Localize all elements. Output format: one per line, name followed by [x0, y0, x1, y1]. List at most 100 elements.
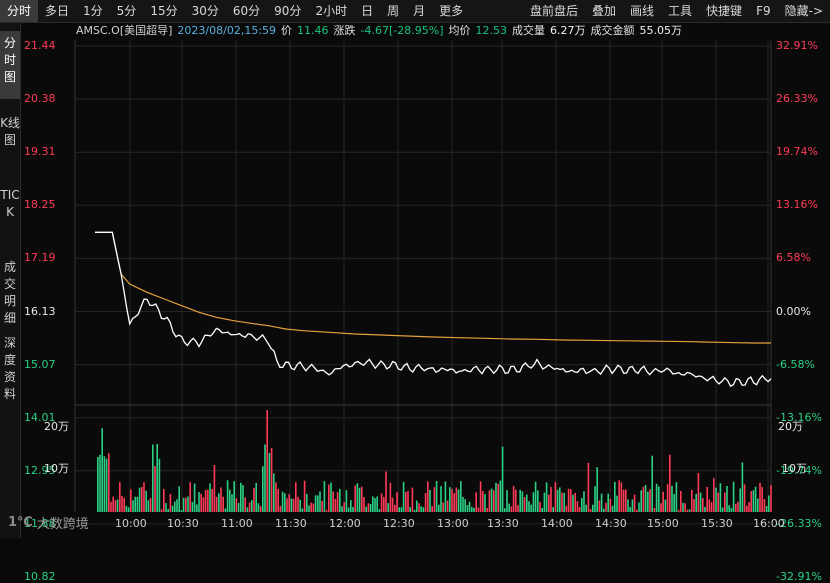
period-tab-10[interactable]: 周 [387, 4, 400, 18]
volume-bar [264, 444, 266, 512]
volume-bar [704, 506, 706, 512]
volume-bar [583, 491, 585, 512]
volume-bar [132, 500, 134, 512]
volume-bar [457, 489, 460, 512]
period-tab-1[interactable]: 多日 [45, 4, 70, 18]
volume-bar [726, 486, 728, 512]
volume-bar [675, 482, 678, 512]
period-tab-5[interactable]: 30分 [191, 4, 219, 18]
period-tab-8[interactable]: 2小时 [315, 4, 348, 18]
time-tick: 10:30 [167, 517, 199, 530]
volume-bar [273, 473, 275, 512]
volume-bar [691, 490, 693, 512]
volume-bar [504, 508, 506, 512]
volume-bar [526, 494, 528, 512]
volume-bar [391, 497, 394, 512]
volume-bar [686, 509, 689, 512]
volume-bar [341, 506, 343, 512]
period-tab-12[interactable]: 更多 [439, 4, 464, 18]
volume-bar [506, 490, 508, 512]
volume-bar [741, 462, 744, 512]
sidebar-tab-4[interactable]: 深度资料 [3, 336, 16, 401]
volume-bar [644, 485, 647, 512]
volume-bar [279, 506, 282, 512]
volume-bar [697, 473, 700, 512]
toolbar-button-0[interactable]: 盘前盘后 [529, 4, 578, 18]
volume-bar [759, 482, 761, 512]
period-tab-6[interactable]: 60分 [232, 4, 261, 18]
volume-bar [240, 482, 242, 512]
period-tab-11[interactable]: 月 [413, 4, 426, 18]
volume-bar [565, 505, 568, 512]
toolbar-button-4[interactable]: 快捷键 [706, 4, 743, 18]
price-tick: 10.82 [24, 570, 56, 583]
volume-bar [246, 507, 249, 512]
toolbar-button-5[interactable]: F9 [756, 4, 771, 18]
watermark-logo-icon: 1℃ [8, 515, 33, 530]
volume-bar [354, 485, 356, 512]
pct-tick: 19.74% [776, 145, 818, 159]
sidebar-tab-0[interactable]: 分时图 [0, 31, 20, 99]
volume-bar [112, 496, 114, 512]
price-tick: 11.88 [24, 516, 56, 530]
volume-bar [464, 499, 466, 512]
volume-bar [479, 481, 482, 512]
sidebar: 分时图 K线图 TICK 成交明细深度资料 [0, 23, 21, 538]
change-label: 涨跌 [333, 24, 356, 37]
period-tab-9[interactable]: 日 [361, 4, 374, 18]
volume-bar [347, 507, 350, 512]
volume-bar [248, 502, 251, 512]
volume-bar [572, 494, 574, 512]
volume-bar [662, 491, 664, 512]
volume-bar [543, 492, 546, 512]
volume-bar [363, 497, 365, 512]
toolbar-button-1[interactable]: 叠加 [592, 4, 617, 18]
period-tab-4[interactable]: 15分 [150, 4, 178, 18]
volume-bar [545, 482, 548, 512]
sidebar-tab-3[interactable]: 成交明细 [3, 260, 16, 325]
volume-bar [655, 483, 658, 512]
period-tab-3[interactable]: 5分 [116, 4, 137, 18]
volume-bar [136, 496, 139, 512]
toolbar-button-6[interactable]: 隐藏-> [784, 4, 823, 18]
volume-bar [706, 486, 708, 512]
volume-bar [235, 498, 238, 512]
volume-bar [149, 498, 152, 512]
volume-bar [350, 500, 352, 512]
sidebar-tab-1[interactable]: K线图 [0, 116, 20, 147]
volume-bar [160, 509, 163, 512]
volume-bar [369, 504, 372, 512]
volume-bar [229, 489, 231, 512]
period-tab-0[interactable]: 分时 [0, 0, 39, 22]
intraday-chart[interactable] [0, 0, 830, 538]
volume-bar [550, 487, 552, 512]
period-tab-7[interactable]: 90分 [274, 4, 302, 18]
volume-bar [488, 490, 491, 512]
volume-bar [143, 482, 145, 512]
volume-bar [119, 482, 121, 512]
volume-bar [719, 483, 722, 512]
volume-bar [587, 462, 590, 512]
volume-bar [336, 492, 339, 512]
volume-bar [713, 478, 715, 512]
volume-bar [121, 495, 123, 512]
period-tab-2[interactable]: 1分 [83, 4, 103, 18]
volume-bar [636, 509, 638, 512]
volume-bar [748, 502, 750, 512]
volume-bar [178, 486, 180, 512]
sidebar-tab-2[interactable]: TICK [0, 188, 20, 219]
volume-bar [473, 507, 475, 512]
volume-bar [455, 487, 458, 512]
volume-bar [647, 491, 649, 512]
toolbar-button-2[interactable]: 画线 [630, 4, 655, 18]
volume-bar [292, 498, 295, 512]
toolbar-button-3[interactable]: 工具 [668, 4, 693, 18]
volume-label: 成交量 [512, 24, 545, 37]
volume-bar [275, 482, 277, 512]
volume-bar [618, 480, 620, 512]
time-tick: 11:00 [221, 517, 253, 530]
volume-bar [290, 498, 293, 512]
volume-bar [308, 505, 310, 512]
volume-bar [383, 497, 385, 512]
volume-bar [640, 490, 642, 512]
